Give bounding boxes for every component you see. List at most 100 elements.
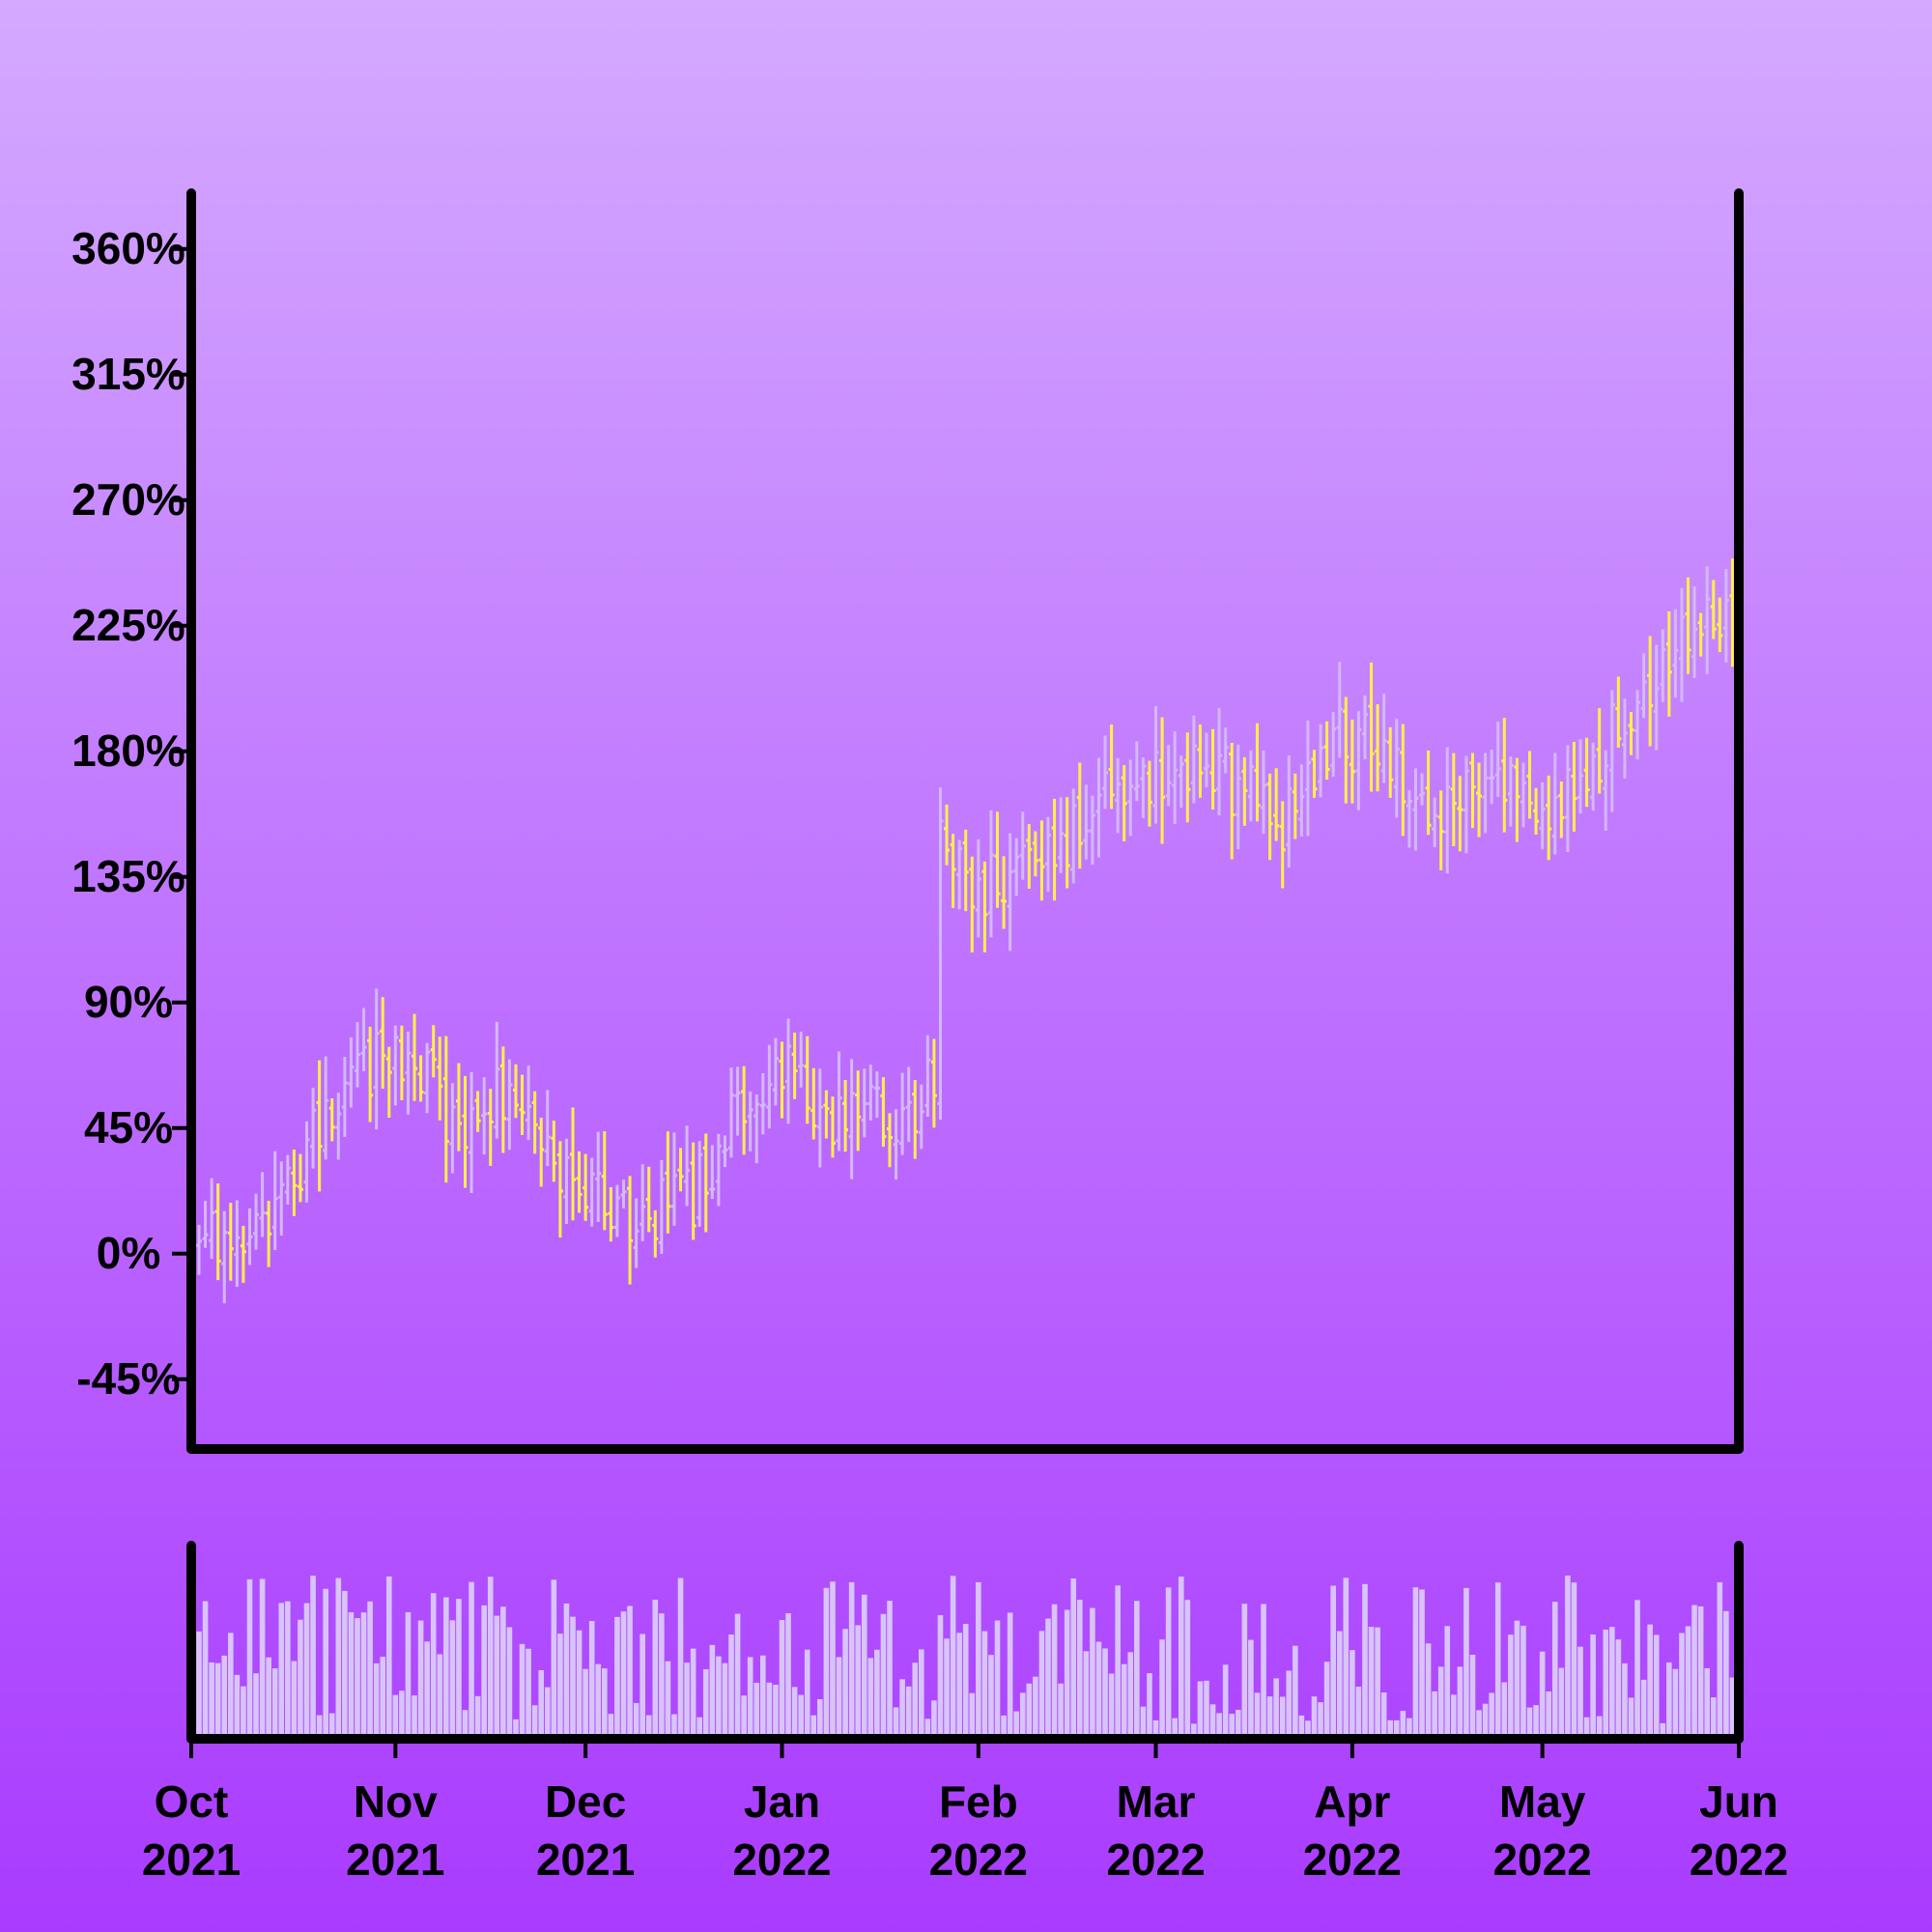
volume-bar: [696, 1717, 703, 1739]
volume-bar: [1134, 1601, 1140, 1739]
volume-bar: [1533, 1705, 1539, 1739]
ohlc-bar: [1551, 753, 1558, 855]
volume-bar: [988, 1655, 994, 1739]
volume-bar: [1152, 1719, 1159, 1739]
x-tick-month: Feb: [939, 1776, 1018, 1827]
volume-bar: [557, 1634, 563, 1739]
volume-bar: [487, 1577, 494, 1739]
volume-bar: [937, 1615, 944, 1739]
volume-bar: [456, 1599, 462, 1739]
ohlc-bar: [1279, 801, 1286, 889]
volume-bar: [196, 1631, 202, 1739]
volume-bar: [994, 1620, 1001, 1739]
ohlc-bar: [1419, 773, 1426, 806]
ohlc-bar: [1083, 784, 1090, 860]
volume-bar: [1209, 1704, 1216, 1739]
volume-bar: [412, 1695, 417, 1739]
ohlc-bar: [430, 1025, 437, 1078]
ohlc-bar: [1710, 580, 1717, 639]
volume-bar: [1184, 1600, 1191, 1739]
volume-bar: [1425, 1643, 1432, 1739]
volume-bar: [899, 1679, 905, 1739]
volume-bar: [424, 1641, 430, 1739]
ohlc-bar: [918, 1084, 924, 1150]
ohlc-bar: [772, 1037, 779, 1106]
ohlc-bar: [303, 1121, 310, 1203]
volume-bar: [328, 1713, 335, 1739]
ohlc-bar: [779, 1041, 785, 1119]
volume-bar: [944, 1638, 950, 1739]
volume-bar: [779, 1619, 785, 1739]
ohlc-bar: [1533, 787, 1540, 835]
ohlc-bar: [481, 1077, 488, 1155]
volume-bar: [417, 1620, 424, 1739]
ohlc-bar: [442, 1036, 449, 1183]
ohlc-bar: [1558, 781, 1565, 838]
volume-bar: [1165, 1587, 1172, 1739]
ohlc-bar: [658, 1159, 665, 1254]
ohlc-bar: [474, 1091, 481, 1132]
volume-bar: [1666, 1662, 1672, 1739]
volume-bar: [773, 1685, 779, 1739]
volume-bar: [1147, 1673, 1152, 1739]
volume-bar: [836, 1657, 842, 1739]
x-tick-year: 2022: [732, 1834, 831, 1885]
ohlc-bar: [462, 1075, 469, 1188]
price-axes: [186, 188, 1744, 1454]
volume-bar: [342, 1590, 348, 1739]
volume-bar: [1279, 1696, 1286, 1739]
volume-bar: [620, 1611, 627, 1739]
ohlc-bar: [1697, 612, 1704, 657]
ohlc-bar: [1102, 735, 1109, 810]
ohlc-bar: [829, 1096, 836, 1158]
volume-bar: [1273, 1678, 1279, 1739]
ohlc-bar: [1406, 789, 1412, 848]
volume-bar: [430, 1593, 437, 1739]
ohlc-bar: [373, 988, 380, 1130]
volume-bar: [1520, 1625, 1526, 1739]
ohlc-bar: [1304, 720, 1311, 837]
ohlc-bar: [1665, 611, 1672, 717]
volume-bar: [1546, 1690, 1552, 1739]
ohlc-bar: [1678, 587, 1685, 702]
volume-bar: [690, 1648, 696, 1739]
ohlc-bar: [354, 1022, 360, 1088]
volume-bar: [1622, 1662, 1628, 1739]
volume-bar: [1603, 1629, 1609, 1739]
x-axis-ticks: Oct 2021 Nov 2021 Dec 2021 Jan 2022 Feb 2022 Mar 20…: [142, 1739, 1788, 1885]
ohlc-bar: [214, 1183, 221, 1281]
ohlc-bar: [1146, 760, 1152, 827]
volume-bar: [652, 1600, 659, 1739]
volume-bar: [538, 1669, 545, 1739]
volume-bar: [1375, 1627, 1380, 1739]
ohlc-bar: [284, 1154, 291, 1205]
x-tick-year: 2022: [1690, 1834, 1788, 1885]
ohlc-bar: [1108, 724, 1115, 810]
volume-bar: [728, 1634, 734, 1739]
volume-bar: [1697, 1605, 1704, 1739]
volume-bar: [804, 1649, 810, 1739]
ohlc-bar: [1159, 717, 1166, 844]
ohlc-bar: [469, 1071, 475, 1194]
ohlc-bar: [1621, 698, 1628, 779]
volume-bar: [1508, 1634, 1514, 1739]
volume-bar: [645, 1715, 652, 1739]
volume-bar: [373, 1662, 380, 1739]
ohlc-bar: [613, 1184, 620, 1237]
ohlc-bar: [1165, 745, 1172, 807]
ohlc-bar: [544, 1090, 551, 1167]
volume-bar: [1679, 1633, 1685, 1739]
ohlc-bar: [209, 1178, 215, 1260]
y-tick-label: 225%: [71, 600, 185, 650]
volume-bar: [291, 1661, 298, 1739]
volume-bar: [905, 1686, 912, 1739]
ohlc-bar: [791, 1032, 798, 1099]
volume-bar: [1514, 1620, 1520, 1739]
ohlc-bar: [804, 1036, 810, 1124]
volume-bar: [595, 1663, 602, 1739]
volume-bar: [1717, 1581, 1723, 1739]
ohlc-bar: [1608, 690, 1615, 812]
ohlc-bar: [1412, 768, 1419, 851]
volume-bar: [747, 1657, 753, 1739]
ohlc-bar: [702, 1133, 709, 1233]
